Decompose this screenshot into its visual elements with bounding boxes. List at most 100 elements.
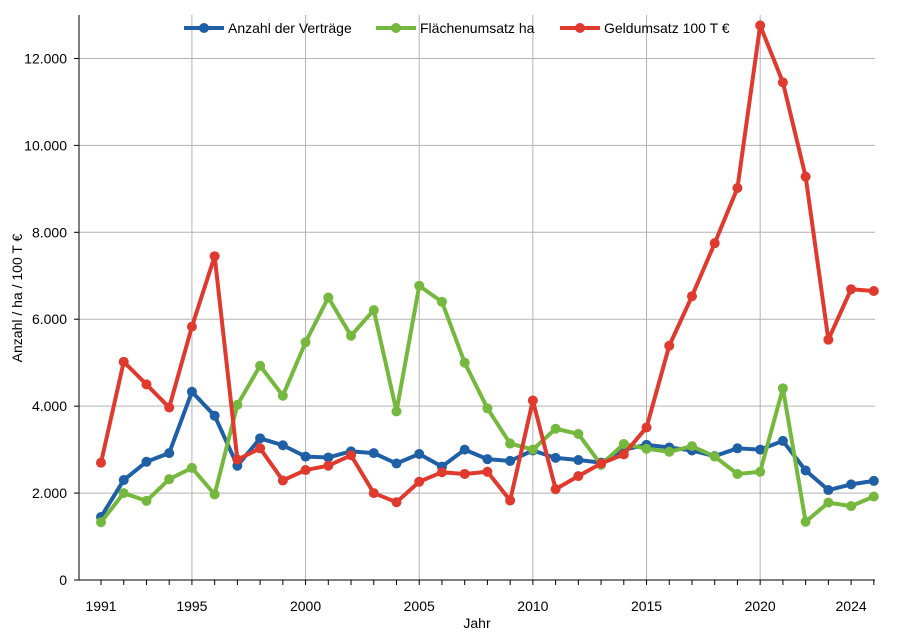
data-point	[596, 458, 607, 469]
data-point	[277, 440, 288, 451]
y-tick-label: 10.000	[24, 137, 67, 153]
series-3	[96, 20, 879, 508]
data-point	[777, 383, 788, 394]
y-tick-label: 8.000	[32, 224, 67, 240]
data-point	[300, 465, 311, 476]
data-point	[846, 479, 857, 490]
data-point	[96, 457, 106, 468]
data-point	[573, 455, 584, 466]
data-point	[323, 452, 334, 463]
data-point	[641, 443, 652, 454]
data-point	[323, 292, 334, 303]
data-point	[118, 488, 129, 499]
data-point	[641, 422, 652, 433]
data-point	[709, 238, 720, 249]
data-point	[459, 357, 470, 368]
data-point	[346, 450, 357, 461]
data-point	[368, 448, 379, 459]
data-point	[186, 321, 197, 332]
data-point	[436, 467, 447, 478]
x-tick-label: 2015	[631, 598, 662, 614]
legend-label: Anzahl der Verträge	[228, 20, 352, 36]
data-point	[346, 330, 357, 341]
data-point	[118, 356, 129, 367]
legend: Anzahl der Verträge Flächenumsatz ha Geldu…	[184, 20, 730, 36]
data-point	[868, 475, 879, 486]
x-tick-label: 2005	[404, 598, 435, 614]
data-point	[777, 77, 788, 88]
data-point	[209, 251, 220, 262]
data-point	[209, 489, 220, 500]
y-tick-label: 2.000	[32, 485, 67, 501]
data-point	[755, 466, 766, 477]
y-tick-label: 6.000	[32, 311, 67, 327]
data-point	[459, 468, 470, 479]
legend-entry-3: Geldumsatz 100 T €	[560, 20, 730, 36]
data-point	[255, 360, 266, 371]
data-point	[368, 488, 379, 499]
data-point	[664, 446, 675, 457]
y-tick-label: 0	[59, 572, 67, 588]
data-point	[164, 448, 175, 459]
data-point	[118, 475, 129, 486]
legend-swatch-marker	[199, 23, 209, 33]
data-point	[255, 433, 266, 444]
data-point	[550, 452, 561, 463]
data-point	[527, 395, 538, 406]
data-point	[232, 399, 243, 410]
data-point	[164, 474, 175, 485]
series-line	[99, 23, 876, 505]
data-point	[777, 435, 788, 446]
legend-label: Geldumsatz 100 T €	[604, 20, 730, 36]
x-tick-label: 2010	[517, 598, 548, 614]
data-point	[868, 285, 879, 296]
x-tick-label: 2000	[290, 598, 321, 614]
data-point	[823, 497, 834, 508]
data-point	[550, 484, 561, 495]
data-point	[755, 20, 766, 31]
data-point	[277, 475, 288, 486]
data-point	[414, 280, 425, 291]
y-tick-label: 12.000	[24, 50, 67, 66]
data-point	[868, 491, 879, 502]
data-point	[436, 296, 447, 307]
data-point	[186, 386, 197, 397]
data-point	[391, 406, 402, 417]
data-point	[255, 443, 266, 454]
y-tick-labels: 0 2.000 4.000 6.000 8.000 10.000 12.000	[24, 50, 79, 588]
data-point	[277, 390, 288, 401]
data-point	[482, 403, 493, 414]
data-point	[709, 451, 720, 462]
data-point	[323, 460, 334, 471]
data-point	[414, 448, 425, 459]
data-point	[573, 428, 584, 439]
data-point	[209, 410, 220, 421]
data-point	[618, 438, 629, 449]
data-point	[800, 516, 811, 527]
data-point	[732, 182, 743, 193]
x-tick-label: 2020	[745, 598, 776, 614]
data-point	[300, 451, 311, 462]
data-point	[505, 455, 516, 466]
data-point	[391, 458, 402, 469]
x-tick-labels: 1991 1995 2000 2005 2010 2015 2020 2024	[85, 580, 875, 614]
series-group	[96, 20, 879, 528]
data-point	[232, 454, 243, 465]
data-point	[300, 337, 311, 348]
y-tick-label: 4.000	[32, 398, 67, 414]
data-point	[732, 468, 743, 479]
legend-swatch-marker	[575, 23, 585, 33]
data-point	[732, 443, 743, 454]
data-point	[391, 497, 402, 508]
data-point	[550, 423, 561, 434]
legend-entry-1: Anzahl der Verträge	[184, 20, 352, 36]
data-point	[800, 465, 811, 476]
data-point	[96, 517, 106, 528]
series-2	[96, 280, 879, 528]
data-point	[823, 334, 834, 345]
data-point	[164, 402, 175, 413]
data-point	[800, 171, 811, 182]
legend-entry-2: Flächenumsatz ha	[376, 20, 535, 36]
data-point	[368, 305, 379, 316]
